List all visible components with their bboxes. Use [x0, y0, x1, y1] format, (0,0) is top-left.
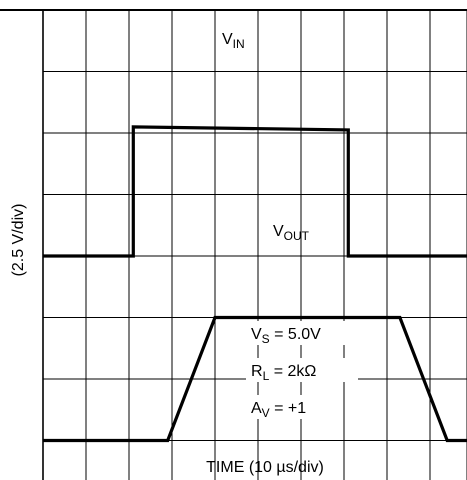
series-traces — [43, 125, 467, 443]
annotation-background-3 — [246, 395, 336, 419]
series-line-vin — [43, 125, 467, 258]
annotation-background-2 — [246, 358, 358, 382]
y-axis-label: (2.5 V/div) — [10, 204, 27, 277]
series-line-vout — [43, 315, 467, 443]
vin-label: VIN — [222, 31, 245, 51]
annotation-gain: AV = +1 — [251, 400, 306, 420]
annotation-load-resistance: RL = 2kΩ — [251, 363, 316, 383]
vout-label: VOUT — [273, 223, 310, 243]
annotation-background-1 — [246, 321, 358, 345]
annotation-supply-voltage: VS = 5.0V — [251, 326, 321, 346]
x-axis-label: TIME (10 µs/div) — [206, 459, 324, 476]
